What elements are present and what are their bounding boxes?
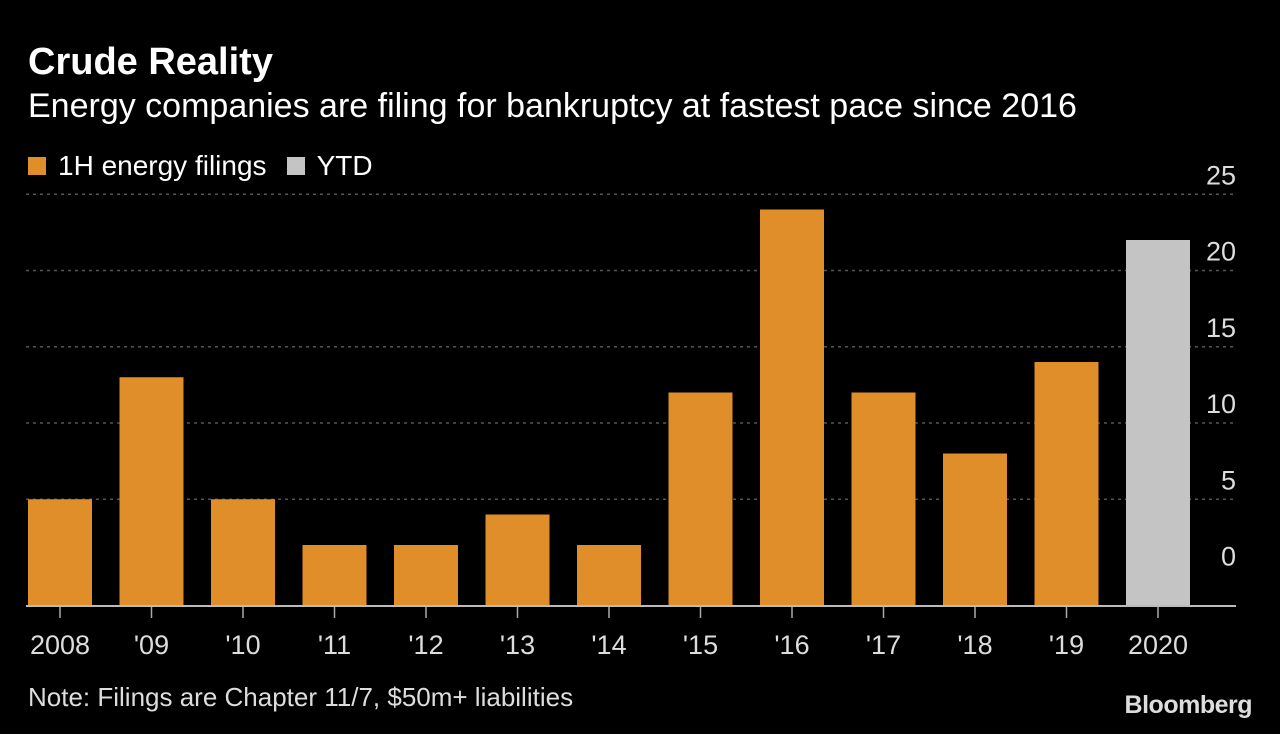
x-tick-label: '14 — [591, 630, 626, 660]
chart-subtitle: Energy companies are filing for bankrupt… — [28, 87, 1077, 125]
x-tick-label: '19 — [1049, 630, 1084, 660]
bar-2008 — [28, 499, 92, 606]
y-tick-label: 10 — [1206, 389, 1236, 419]
bar-14 — [577, 545, 641, 606]
bar-11 — [302, 545, 367, 606]
x-tick-label: 2020 — [1128, 630, 1188, 660]
chart-legend: 1H energy filings YTD — [28, 146, 393, 186]
legend-label-1h-filings: 1H energy filings — [58, 150, 267, 181]
legend-item-1h-filings: 1H energy filings — [28, 150, 267, 182]
x-tick-label: '09 — [134, 630, 169, 660]
y-tick-label: 15 — [1206, 313, 1236, 343]
x-tick-label: '12 — [408, 630, 443, 660]
y-tick-label: 25 — [1206, 160, 1236, 190]
y-tick-label: 0 — [1221, 542, 1236, 572]
x-tick-label: '17 — [866, 630, 901, 660]
bloomberg-logo: Bloomberg — [1124, 691, 1253, 719]
legend-swatch-orange — [28, 157, 46, 175]
x-tick-label: '15 — [683, 630, 718, 660]
chart-note: Note: Filings are Chapter 11/7, $50m+ li… — [28, 682, 574, 712]
legend-label-ytd: YTD — [316, 150, 373, 181]
legend-swatch-gray — [286, 157, 305, 175]
x-tick-label: 2008 — [30, 630, 90, 660]
y-tick-label: 5 — [1221, 465, 1236, 495]
bar-12 — [394, 545, 458, 606]
bar-16 — [760, 209, 824, 606]
legend-item-ytd: YTD — [286, 150, 373, 182]
y-tick-label: 20 — [1206, 237, 1236, 267]
bar-15 — [668, 392, 733, 606]
x-tick-label: '13 — [500, 630, 535, 660]
x-tick-label: '10 — [225, 630, 260, 660]
x-tick-label: '18 — [957, 630, 992, 660]
bar-18 — [943, 453, 1007, 606]
chart-title: Crude Reality — [28, 41, 273, 83]
bar-09 — [119, 377, 184, 606]
bar-13 — [485, 514, 550, 606]
x-tick-label: '11 — [318, 630, 351, 660]
bar-2020 — [1126, 240, 1190, 606]
bar-17 — [851, 392, 916, 606]
bar-10 — [211, 499, 275, 606]
x-tick-label: '16 — [774, 630, 809, 660]
bar-19 — [1034, 362, 1099, 606]
